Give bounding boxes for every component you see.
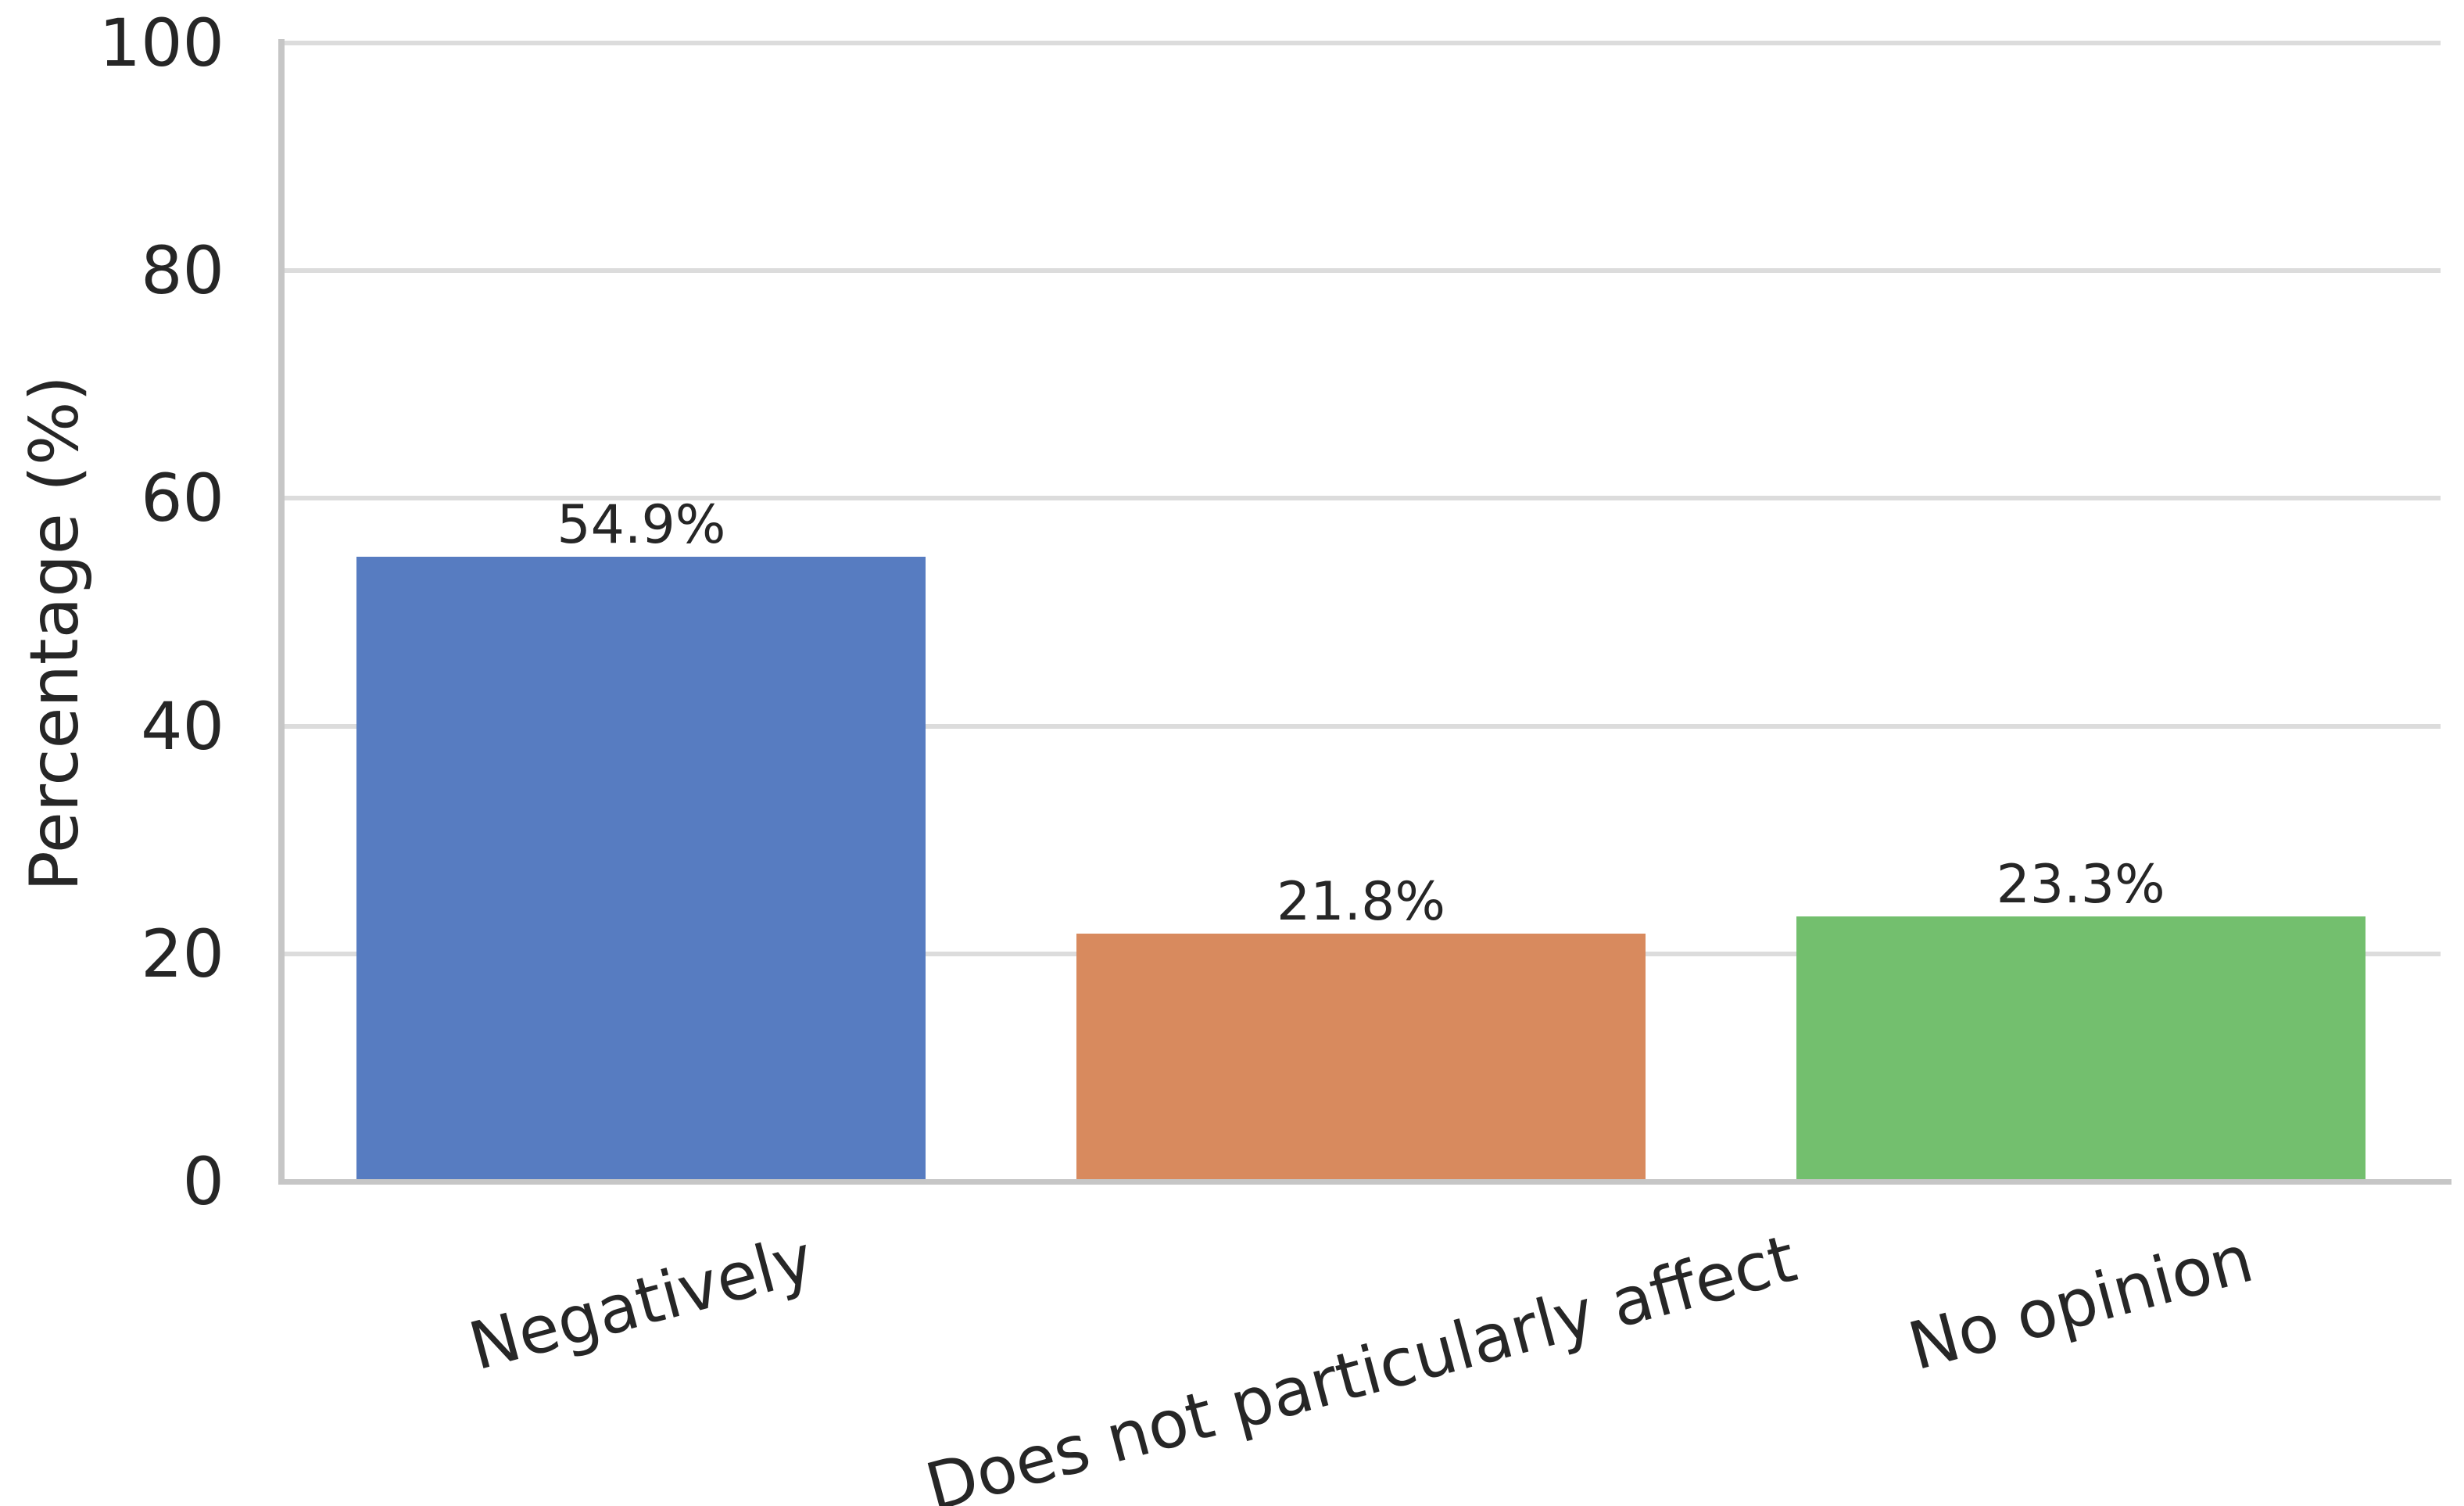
y-tick-label-100: 100: [98, 5, 224, 81]
gridline-40: [281, 723, 2441, 729]
y-tick-label-0: 0: [182, 1143, 224, 1220]
bar-value-label-1: 21.8%: [1276, 870, 1446, 933]
bar-negatively: [356, 556, 926, 1181]
y-tick-label-40: 40: [141, 687, 224, 765]
bar-value-label-2: 23.3%: [1996, 853, 2165, 916]
y-tick-label-80: 80: [141, 232, 224, 310]
bar-value-label-0: 54.9%: [557, 493, 726, 556]
bottom-axis-spine: [278, 1179, 2451, 1185]
bar-does-not-particularly-affect: [1076, 933, 1646, 1181]
gridline-80: [281, 268, 2441, 274]
gridline-100: [281, 41, 2441, 45]
y-tick-label-60: 60: [141, 460, 224, 537]
x-tick-label-0: Negatively: [461, 1220, 822, 1386]
y-axis-label: Percentage (%): [16, 375, 94, 891]
x-tick-label-1: Does not particularly affect: [918, 1220, 1804, 1506]
gridline-60: [281, 496, 2441, 501]
y-tick-label-20: 20: [141, 915, 224, 992]
bar-no-opinion: [1796, 916, 2366, 1181]
x-tick-label-2: No opinion: [1900, 1220, 2261, 1386]
left-axis-spine: [278, 39, 285, 1184]
